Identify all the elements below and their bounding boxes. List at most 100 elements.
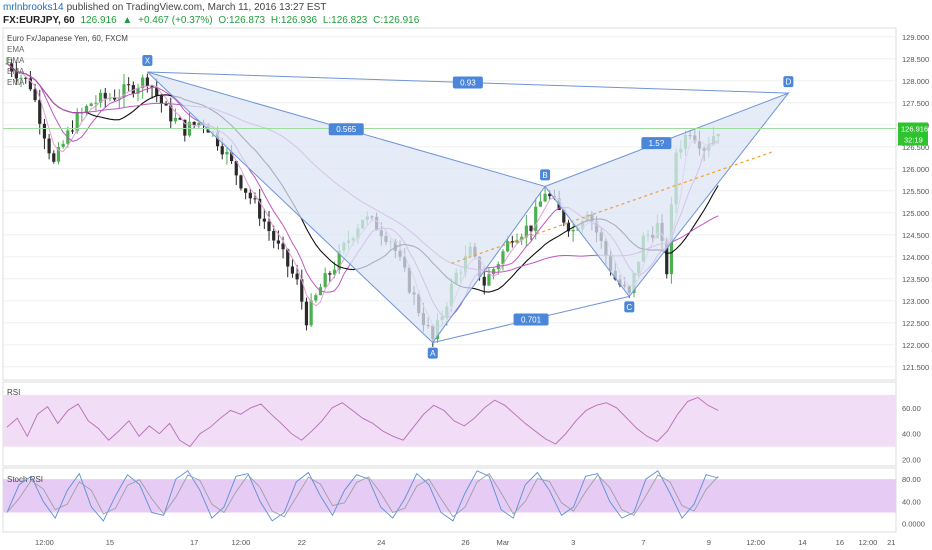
candle-body: [61, 143, 65, 148]
candle-body: [98, 92, 103, 103]
stoch-tick-label: 80.00: [902, 475, 921, 484]
candle-body: [543, 193, 547, 202]
chart-title: Euro Fx/Japanese Yen, 60, FXCM: [7, 34, 128, 43]
countdown-tag-bg: [898, 134, 928, 146]
candle-body: [136, 88, 140, 94]
ratio-badge: [641, 137, 672, 150]
price-tick-label: 129.000: [902, 33, 929, 42]
candle-body: [258, 198, 262, 219]
candle-body: [197, 122, 201, 125]
price-tick-label: 122.000: [902, 341, 929, 350]
candle-body: [234, 161, 238, 176]
ratio-badge: [452, 76, 483, 89]
candle-body: [103, 92, 107, 99]
rsi-line: [6, 396, 719, 448]
stoch-d-line: [6, 472, 719, 518]
author-link[interactable]: mrlnbrooks14: [3, 2, 64, 13]
candle-body: [562, 210, 566, 223]
candle-body: [482, 276, 486, 286]
candle-body: [524, 225, 528, 237]
candle-body: [89, 103, 93, 106]
last-price: 126.916: [80, 15, 117, 26]
candle-body: [332, 269, 337, 275]
candle-body: [538, 201, 542, 207]
candle-body: [515, 240, 519, 243]
candle-body: [487, 274, 491, 286]
indicator-label: EMA: [7, 56, 25, 65]
price-tick-label: 126.500: [902, 143, 929, 152]
candle-body: [75, 113, 79, 132]
indicator-label: EMA: [7, 45, 25, 54]
candle-body: [510, 241, 514, 243]
candle-body: [113, 97, 117, 100]
x-tick-label: Mar: [497, 538, 510, 547]
x-tick-label: 26: [461, 538, 469, 547]
ratio-badge: [328, 123, 364, 136]
candle-body: [248, 192, 252, 199]
price-tick-label: 125.000: [902, 209, 929, 218]
candle-body: [492, 269, 496, 275]
candle-body: [309, 300, 313, 326]
pattern-point-d-label: D: [785, 78, 791, 87]
pattern-point-b-label: B: [542, 171, 547, 180]
price-tick-label: 125.500: [902, 187, 929, 196]
ratio-label: 1.5?: [649, 139, 665, 148]
candle-body: [38, 100, 42, 124]
rsi-tick-label: 60.00: [902, 404, 921, 413]
candle-body: [145, 77, 149, 87]
x-tick-label: 21: [887, 538, 895, 547]
chart-header: mrlnbrooks14 published on TradingView.com…: [0, 0, 932, 30]
candle-body: [178, 117, 182, 120]
x-tick-label: 12:00: [859, 538, 878, 547]
indicator-label: EMA: [7, 78, 25, 87]
candle-body: [220, 146, 224, 155]
price-change: +0.467 (+0.37%): [138, 15, 213, 26]
candle-body: [314, 295, 318, 301]
stoch-title: Stoch RSI: [7, 475, 43, 484]
candle-body: [300, 279, 304, 302]
candle-body: [262, 218, 266, 222]
price-tick-label: 127.500: [902, 99, 929, 108]
publish-line: mrlnbrooks14 published on TradingView.com…: [3, 2, 329, 13]
high-value: H:126.936: [270, 15, 318, 26]
publish-info: published on TradingView.com, March 11, …: [66, 2, 327, 13]
candle-body: [337, 250, 341, 270]
price-tick-label: 124.500: [902, 231, 929, 240]
symbol-label[interactable]: FX:EURJPY, 60: [3, 15, 75, 26]
candle-body: [141, 77, 145, 89]
candle-body: [286, 249, 290, 267]
candle-body: [52, 153, 56, 162]
price-tick-label: 122.500: [902, 319, 929, 328]
candle-body: [548, 193, 552, 197]
pattern-point-c-label: C: [626, 303, 632, 312]
pattern-point-a-badge: [427, 347, 438, 359]
candle-body: [164, 103, 168, 106]
price-tick-label: 128.500: [902, 55, 929, 64]
x-tick-label: 12:00: [232, 538, 251, 547]
x-tick-label: 12:00: [746, 538, 765, 547]
price-tick-label: 126.000: [902, 165, 929, 174]
candle-body: [267, 221, 271, 232]
rsi-tick-label: 40.00: [902, 430, 921, 439]
candle-body: [534, 206, 538, 232]
candle-body: [501, 251, 505, 265]
candle-body: [304, 301, 309, 326]
candle-body: [122, 84, 126, 98]
x-tick-label: 15: [106, 538, 114, 547]
candle-body: [131, 85, 135, 94]
countdown-tag: 32:19: [904, 135, 923, 144]
x-tick-label: 12:00: [35, 538, 54, 547]
candle-body: [239, 175, 243, 189]
candle-body: [19, 77, 23, 79]
candle-body: [665, 240, 669, 275]
candle-body: [42, 123, 47, 139]
candle-body: [496, 264, 500, 270]
rsi-tick-label: 20.00: [902, 456, 921, 465]
pattern-point-a-label: A: [430, 349, 436, 358]
candle-body: [295, 273, 299, 280]
ohlc-line: FX:EURJPY, 60 126.916 ▲ +0.467 (+0.37%) …: [3, 15, 422, 26]
candle-body: [47, 138, 51, 154]
candle-body: [173, 117, 178, 122]
price-tick-label: 128.000: [902, 77, 929, 86]
